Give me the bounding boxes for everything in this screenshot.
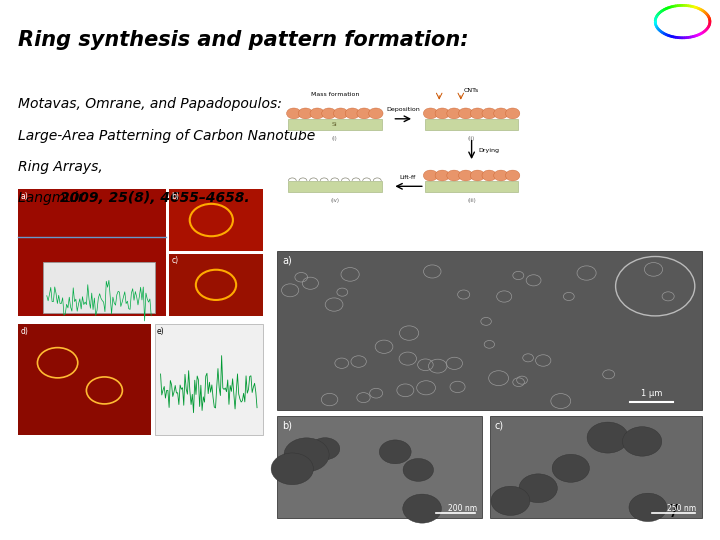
Circle shape bbox=[552, 454, 590, 482]
Text: (i): (i) bbox=[332, 136, 338, 141]
Circle shape bbox=[505, 170, 520, 181]
Circle shape bbox=[403, 458, 433, 481]
Text: Si: Si bbox=[332, 122, 338, 127]
Circle shape bbox=[587, 422, 629, 453]
Circle shape bbox=[310, 108, 325, 119]
Text: (iv): (iv) bbox=[330, 198, 339, 203]
Text: 200 nm: 200 nm bbox=[448, 504, 477, 513]
Bar bbox=[18, 189, 166, 316]
Text: c): c) bbox=[171, 256, 179, 266]
Circle shape bbox=[470, 108, 485, 119]
Text: Drying: Drying bbox=[479, 147, 500, 153]
Circle shape bbox=[357, 108, 372, 119]
Circle shape bbox=[423, 108, 438, 119]
Circle shape bbox=[310, 438, 340, 460]
Text: Langmuir: Langmuir bbox=[18, 191, 88, 205]
Text: e): e) bbox=[157, 327, 165, 336]
Circle shape bbox=[322, 108, 336, 119]
Text: 7: 7 bbox=[667, 503, 679, 521]
Bar bbox=[288, 181, 382, 192]
Text: 1 μm: 1 μm bbox=[641, 389, 662, 398]
Circle shape bbox=[470, 170, 485, 181]
Text: b): b) bbox=[171, 192, 179, 201]
Circle shape bbox=[402, 494, 441, 523]
Text: Ring synthesis and pattern formation:: Ring synthesis and pattern formation: bbox=[18, 30, 469, 50]
Circle shape bbox=[505, 108, 520, 119]
Text: Mass formation: Mass formation bbox=[310, 92, 359, 97]
Text: (iii): (iii) bbox=[467, 198, 476, 203]
Circle shape bbox=[459, 170, 473, 181]
Circle shape bbox=[623, 427, 662, 456]
Text: CNTs: CNTs bbox=[464, 89, 480, 93]
Bar bbox=[425, 119, 518, 130]
Circle shape bbox=[333, 108, 348, 119]
Circle shape bbox=[345, 108, 359, 119]
Circle shape bbox=[369, 108, 383, 119]
Circle shape bbox=[287, 108, 301, 119]
Text: Deposition: Deposition bbox=[387, 107, 420, 112]
Bar bbox=[288, 119, 382, 130]
Circle shape bbox=[379, 440, 411, 464]
Circle shape bbox=[629, 493, 667, 522]
Bar bbox=[43, 262, 155, 313]
Circle shape bbox=[284, 438, 329, 472]
Circle shape bbox=[494, 170, 508, 181]
Circle shape bbox=[435, 170, 449, 181]
Circle shape bbox=[482, 108, 496, 119]
Circle shape bbox=[435, 108, 449, 119]
Circle shape bbox=[482, 170, 496, 181]
Text: Large-Area Patterning of Carbon Nanotube: Large-Area Patterning of Carbon Nanotube bbox=[18, 129, 315, 143]
Circle shape bbox=[491, 486, 530, 516]
Text: 2009, 25(8), 4655–4658.: 2009, 25(8), 4655–4658. bbox=[60, 191, 249, 205]
Circle shape bbox=[459, 108, 473, 119]
Circle shape bbox=[447, 108, 462, 119]
Text: (ii): (ii) bbox=[468, 136, 475, 141]
Circle shape bbox=[271, 453, 313, 485]
Text: a): a) bbox=[282, 255, 292, 266]
Text: Motavas, Omrane, and Papadopoulos:: Motavas, Omrane, and Papadopoulos: bbox=[18, 97, 282, 111]
Bar bbox=[169, 254, 263, 316]
Circle shape bbox=[298, 108, 312, 119]
Circle shape bbox=[447, 170, 462, 181]
Bar bbox=[169, 189, 263, 251]
Bar bbox=[277, 251, 702, 410]
Bar bbox=[277, 416, 482, 518]
Bar bbox=[425, 181, 518, 192]
Text: b): b) bbox=[282, 420, 292, 430]
Bar bbox=[18, 324, 151, 435]
Text: d): d) bbox=[20, 327, 28, 336]
Text: Lift-ff: Lift-ff bbox=[400, 175, 415, 180]
Bar bbox=[155, 324, 263, 435]
Text: a): a) bbox=[20, 192, 28, 201]
Text: Ring Arrays,: Ring Arrays, bbox=[18, 160, 103, 174]
Text: c): c) bbox=[495, 420, 504, 430]
Circle shape bbox=[494, 108, 508, 119]
Text: 250 nm: 250 nm bbox=[667, 504, 696, 513]
Circle shape bbox=[423, 170, 438, 181]
Bar bbox=[490, 416, 702, 518]
Circle shape bbox=[519, 474, 557, 503]
